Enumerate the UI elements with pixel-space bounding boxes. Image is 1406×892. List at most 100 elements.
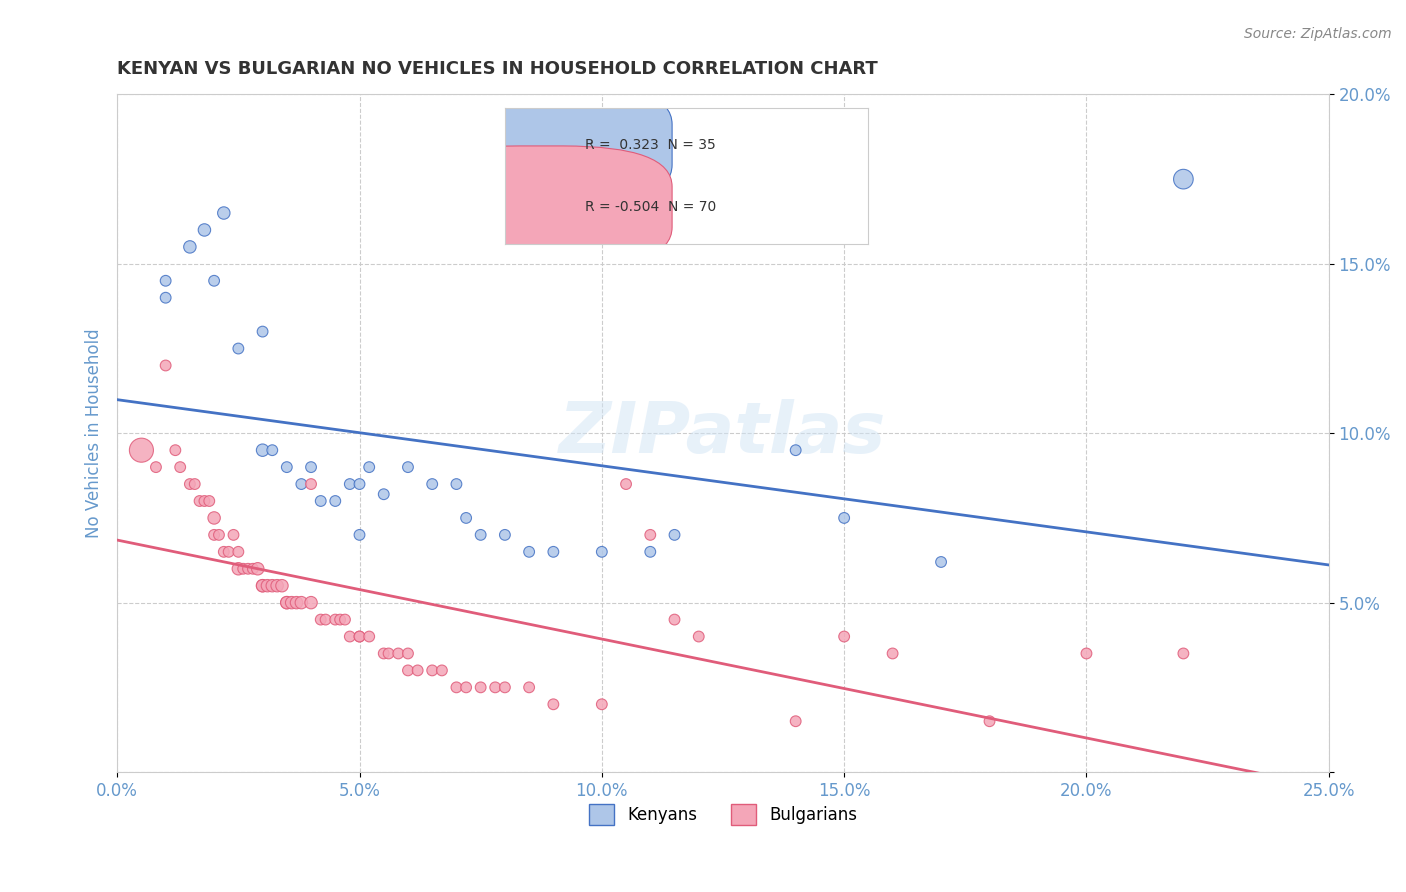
Point xyxy=(329,613,352,627)
Point xyxy=(359,630,381,644)
Point xyxy=(228,342,250,356)
Point xyxy=(155,291,177,305)
Point xyxy=(208,528,231,542)
Point xyxy=(256,579,278,593)
Point xyxy=(785,443,807,458)
Point xyxy=(456,681,478,695)
Point xyxy=(688,630,710,644)
Point xyxy=(517,681,540,695)
Point xyxy=(155,274,177,288)
Point xyxy=(446,681,468,695)
Point xyxy=(387,647,409,661)
Point xyxy=(359,460,381,475)
Point xyxy=(299,460,322,475)
Point xyxy=(349,630,371,644)
Point xyxy=(377,647,399,661)
Point xyxy=(396,647,419,661)
Point xyxy=(470,681,492,695)
Point xyxy=(212,545,235,559)
Point xyxy=(145,460,167,475)
Point xyxy=(349,477,371,491)
Point xyxy=(349,528,371,542)
Point xyxy=(373,487,395,501)
Point xyxy=(323,494,346,508)
Point xyxy=(929,555,952,569)
Point xyxy=(183,477,205,491)
Point xyxy=(406,664,429,678)
Point xyxy=(664,528,686,542)
Point xyxy=(290,477,312,491)
Legend: Kenyans, Bulgarians: Kenyans, Bulgarians xyxy=(582,797,863,831)
Point xyxy=(155,359,177,373)
Point xyxy=(193,223,215,237)
Point xyxy=(664,613,686,627)
Point xyxy=(1076,647,1098,661)
Point xyxy=(420,477,443,491)
Point xyxy=(396,460,419,475)
Point xyxy=(218,545,240,559)
Point xyxy=(785,714,807,729)
Point xyxy=(396,664,419,678)
Point xyxy=(339,477,361,491)
Point xyxy=(169,460,191,475)
Point xyxy=(543,545,565,559)
Text: KENYAN VS BULGARIAN NO VEHICLES IN HOUSEHOLD CORRELATION CHART: KENYAN VS BULGARIAN NO VEHICLES IN HOUSE… xyxy=(117,60,877,78)
Point xyxy=(232,562,254,576)
Point xyxy=(430,664,453,678)
Point xyxy=(290,596,312,610)
Point xyxy=(333,613,356,627)
Point xyxy=(309,613,332,627)
Point xyxy=(832,511,855,525)
Point xyxy=(285,596,308,610)
Point xyxy=(309,494,332,508)
Point xyxy=(242,562,264,576)
Point xyxy=(614,477,637,491)
Point xyxy=(222,528,245,542)
Point xyxy=(179,477,201,491)
Point xyxy=(246,562,269,576)
Point xyxy=(543,698,565,712)
Point xyxy=(193,494,215,508)
Point xyxy=(212,206,235,220)
Point xyxy=(276,596,298,610)
Point xyxy=(339,630,361,644)
Point xyxy=(1173,647,1195,661)
Point xyxy=(315,613,337,627)
Point xyxy=(420,664,443,678)
Point xyxy=(1173,172,1195,186)
Point xyxy=(484,681,506,695)
Point xyxy=(131,443,153,458)
Point xyxy=(262,443,284,458)
Point xyxy=(252,579,274,593)
Point xyxy=(252,325,274,339)
Point xyxy=(202,274,225,288)
Point xyxy=(517,545,540,559)
Point xyxy=(373,647,395,661)
Point xyxy=(165,443,187,458)
Point xyxy=(323,613,346,627)
Point xyxy=(640,528,662,542)
Point xyxy=(640,545,662,559)
Point xyxy=(470,528,492,542)
Point xyxy=(228,545,250,559)
Point xyxy=(349,630,371,644)
Point xyxy=(456,511,478,525)
Point xyxy=(591,698,613,712)
Point xyxy=(299,596,322,610)
Point xyxy=(202,528,225,542)
Text: Source: ZipAtlas.com: Source: ZipAtlas.com xyxy=(1244,27,1392,41)
Text: ZIPatlas: ZIPatlas xyxy=(560,399,887,467)
Point xyxy=(882,647,904,661)
Point xyxy=(236,562,259,576)
Point xyxy=(271,579,294,593)
Point xyxy=(276,460,298,475)
Point xyxy=(179,240,201,254)
Point xyxy=(276,596,298,610)
Point xyxy=(266,579,288,593)
Point xyxy=(446,477,468,491)
Point xyxy=(494,681,516,695)
Point xyxy=(228,562,250,576)
Point xyxy=(198,494,221,508)
Point xyxy=(494,528,516,542)
Y-axis label: No Vehicles in Household: No Vehicles in Household xyxy=(86,328,103,538)
